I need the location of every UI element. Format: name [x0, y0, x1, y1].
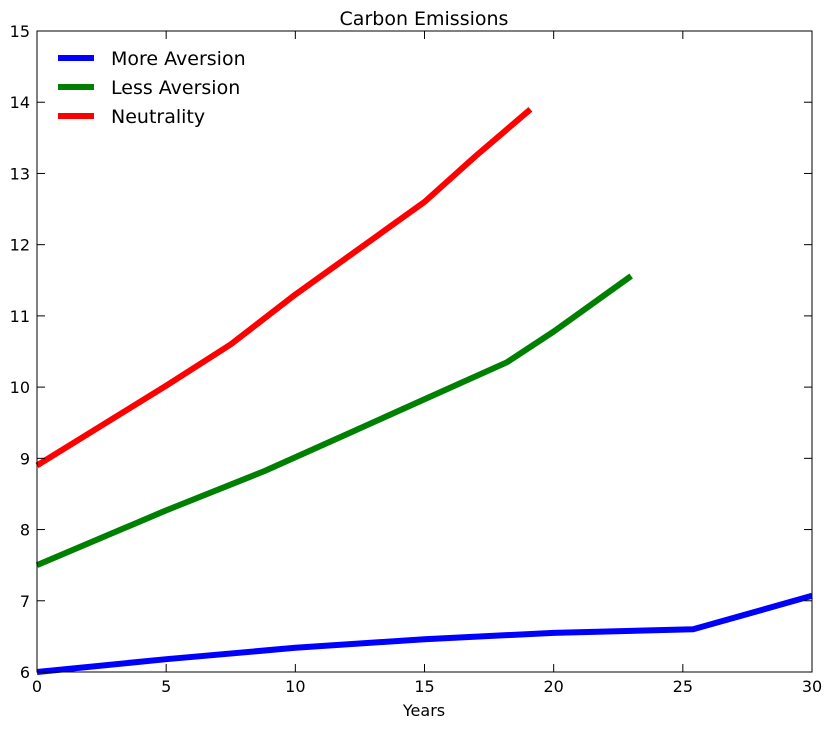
y-tick-label-9: 15	[10, 22, 30, 41]
y-tick-label-3: 9	[20, 449, 30, 468]
series-layer	[35, 107, 813, 675]
series-line-0	[36, 592, 813, 675]
y-tick-label-7: 13	[10, 164, 30, 183]
y-tick-label-0: 6	[20, 663, 30, 682]
series-line-2	[35, 107, 533, 469]
chart-title: Carbon Emissions	[340, 8, 509, 30]
legend-label-1: Less Aversion	[111, 77, 240, 99]
y-tick-label-5: 11	[10, 307, 30, 326]
y-tick-label-4: 10	[10, 378, 30, 397]
x-tick-label-0: 0	[32, 677, 42, 696]
plot-area	[35, 30, 813, 675]
y-tick-label-8: 14	[10, 93, 30, 112]
x-axis-title: Years	[402, 701, 445, 720]
x-tick-label-6: 30	[802, 677, 822, 696]
series-line-1	[35, 273, 633, 568]
plot-border	[36, 30, 813, 673]
legend: More Aversion Less Aversion Neutrality	[58, 48, 246, 128]
plot-frame	[37, 31, 812, 672]
x-tick-label-4: 20	[543, 677, 563, 696]
x-tick-label-3: 15	[414, 677, 434, 696]
y-tick-label-6: 12	[10, 236, 30, 255]
y-tick-label-1: 7	[20, 592, 30, 611]
y-tick-label-2: 8	[20, 521, 30, 540]
x-tick-label-5: 25	[673, 677, 693, 696]
legend-label-0: More Aversion	[111, 48, 246, 70]
x-tick-labels: 0 5 10 15 20 25 30	[32, 677, 822, 696]
legend-label-2: Neutrality	[111, 106, 205, 128]
x-tick-label-2: 10	[285, 677, 305, 696]
y-tick-labels: 6 7 8 9 10 11 12 13 14 15	[10, 22, 30, 682]
x-tick-label-1: 5	[161, 677, 171, 696]
